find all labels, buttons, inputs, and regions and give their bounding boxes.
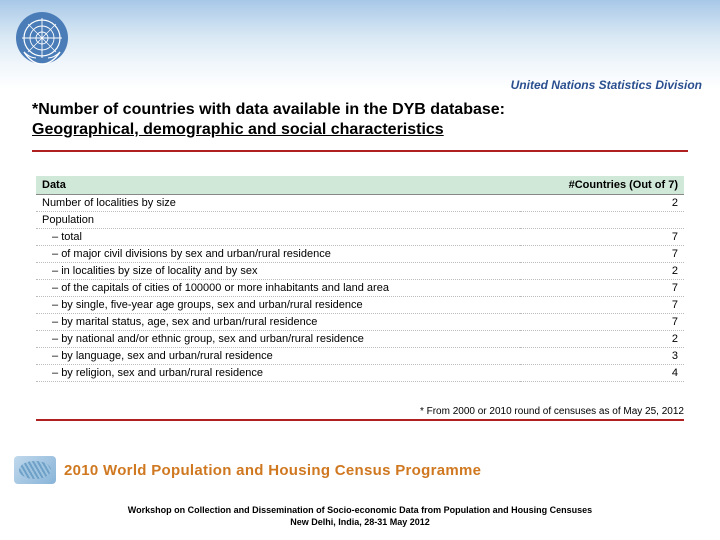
title-divider [32, 150, 688, 152]
footnote: * From 2000 or 2010 round of censuses as… [36, 406, 684, 421]
row-label: Population [36, 212, 520, 229]
row-label: Number of localities by size [36, 195, 520, 212]
row-value: 2 [520, 263, 684, 280]
row-value [520, 212, 684, 229]
footer: Workshop on Collection and Dissemination… [0, 504, 720, 528]
data-table: Data #Countries (Out of 7) Number of loc… [36, 176, 684, 382]
row-value: 7 [520, 314, 684, 331]
row-label: by language, sex and urban/rural residen… [36, 348, 520, 365]
table-row: by language, sex and urban/rural residen… [36, 348, 684, 365]
row-label: of major civil divisions by sex and urba… [36, 246, 520, 263]
footer-line2: New Delhi, India, 28-31 May 2012 [0, 516, 720, 528]
programme-banner-text: 2010 World Population and Housing Census… [64, 462, 481, 479]
row-value: 2 [520, 331, 684, 348]
row-value: 3 [520, 348, 684, 365]
table-row: by single, five-year age groups, sex and… [36, 297, 684, 314]
row-value: 7 [520, 229, 684, 246]
table-row: in localities by size of locality and by… [36, 263, 684, 280]
title-line2: Geographical, demographic and social cha… [32, 120, 688, 140]
col-header-count: #Countries (Out of 7) [520, 176, 684, 195]
row-value: 7 [520, 246, 684, 263]
table-row: of major civil divisions by sex and urba… [36, 246, 684, 263]
row-label: of the capitals of cities of 100000 or m… [36, 280, 520, 297]
row-label: in localities by size of locality and by… [36, 263, 520, 280]
title-line1: *Number of countries with data available… [32, 100, 688, 120]
table-row: Population [36, 212, 684, 229]
row-value: 7 [520, 297, 684, 314]
table-row: by national and/or ethnic group, sex and… [36, 331, 684, 348]
table-row: of the capitals of cities of 100000 or m… [36, 280, 684, 297]
table-row: total7 [36, 229, 684, 246]
table-row: by marital status, age, sex and urban/ru… [36, 314, 684, 331]
table-row: Number of localities by size2 [36, 195, 684, 212]
division-label: United Nations Statistics Division [511, 78, 702, 92]
col-header-data: Data [36, 176, 520, 195]
table-row: by religion, sex and urban/rural residen… [36, 365, 684, 382]
slide-title: *Number of countries with data available… [0, 90, 720, 146]
footer-line1: Workshop on Collection and Dissemination… [0, 504, 720, 516]
row-label: by single, five-year age groups, sex and… [36, 297, 520, 314]
row-label: by religion, sex and urban/rural residen… [36, 365, 520, 382]
row-value: 2 [520, 195, 684, 212]
row-label: by national and/or ethnic group, sex and… [36, 331, 520, 348]
header-band: United Nations Statistics Division [0, 0, 720, 90]
row-label: total [36, 229, 520, 246]
row-label: by marital status, age, sex and urban/ru… [36, 314, 520, 331]
programme-banner: 2010 World Population and Housing Census… [0, 452, 720, 488]
row-value: 7 [520, 280, 684, 297]
row-value: 4 [520, 365, 684, 382]
census-globe-icon [14, 456, 56, 484]
un-logo-icon [12, 8, 72, 68]
